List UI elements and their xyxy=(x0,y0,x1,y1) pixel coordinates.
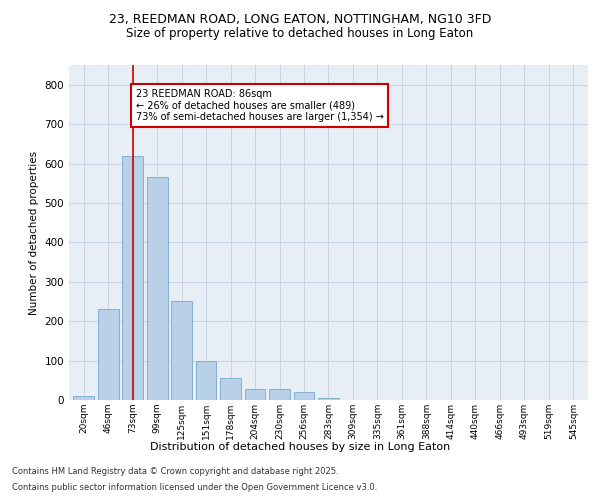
Bar xyxy=(98,308,119,400)
Bar xyxy=(171,300,192,400)
Bar xyxy=(122,156,143,400)
Bar xyxy=(220,378,241,400)
Bar xyxy=(147,178,167,400)
Text: Size of property relative to detached houses in Long Eaton: Size of property relative to detached ho… xyxy=(127,28,473,40)
Bar xyxy=(73,396,94,400)
Bar xyxy=(318,398,339,400)
Text: Distribution of detached houses by size in Long Eaton: Distribution of detached houses by size … xyxy=(150,442,450,452)
Bar xyxy=(269,390,290,400)
Bar xyxy=(245,390,265,400)
Text: Contains HM Land Registry data © Crown copyright and database right 2025.: Contains HM Land Registry data © Crown c… xyxy=(12,468,338,476)
Text: 23 REEDMAN ROAD: 86sqm
← 26% of detached houses are smaller (489)
73% of semi-de: 23 REEDMAN ROAD: 86sqm ← 26% of detached… xyxy=(136,88,383,122)
Text: 23, REEDMAN ROAD, LONG EATON, NOTTINGHAM, NG10 3FD: 23, REEDMAN ROAD, LONG EATON, NOTTINGHAM… xyxy=(109,12,491,26)
Bar xyxy=(196,362,217,400)
Y-axis label: Number of detached properties: Number of detached properties xyxy=(29,150,39,314)
Text: Contains public sector information licensed under the Open Government Licence v3: Contains public sector information licen… xyxy=(12,482,377,492)
Bar xyxy=(293,392,314,400)
